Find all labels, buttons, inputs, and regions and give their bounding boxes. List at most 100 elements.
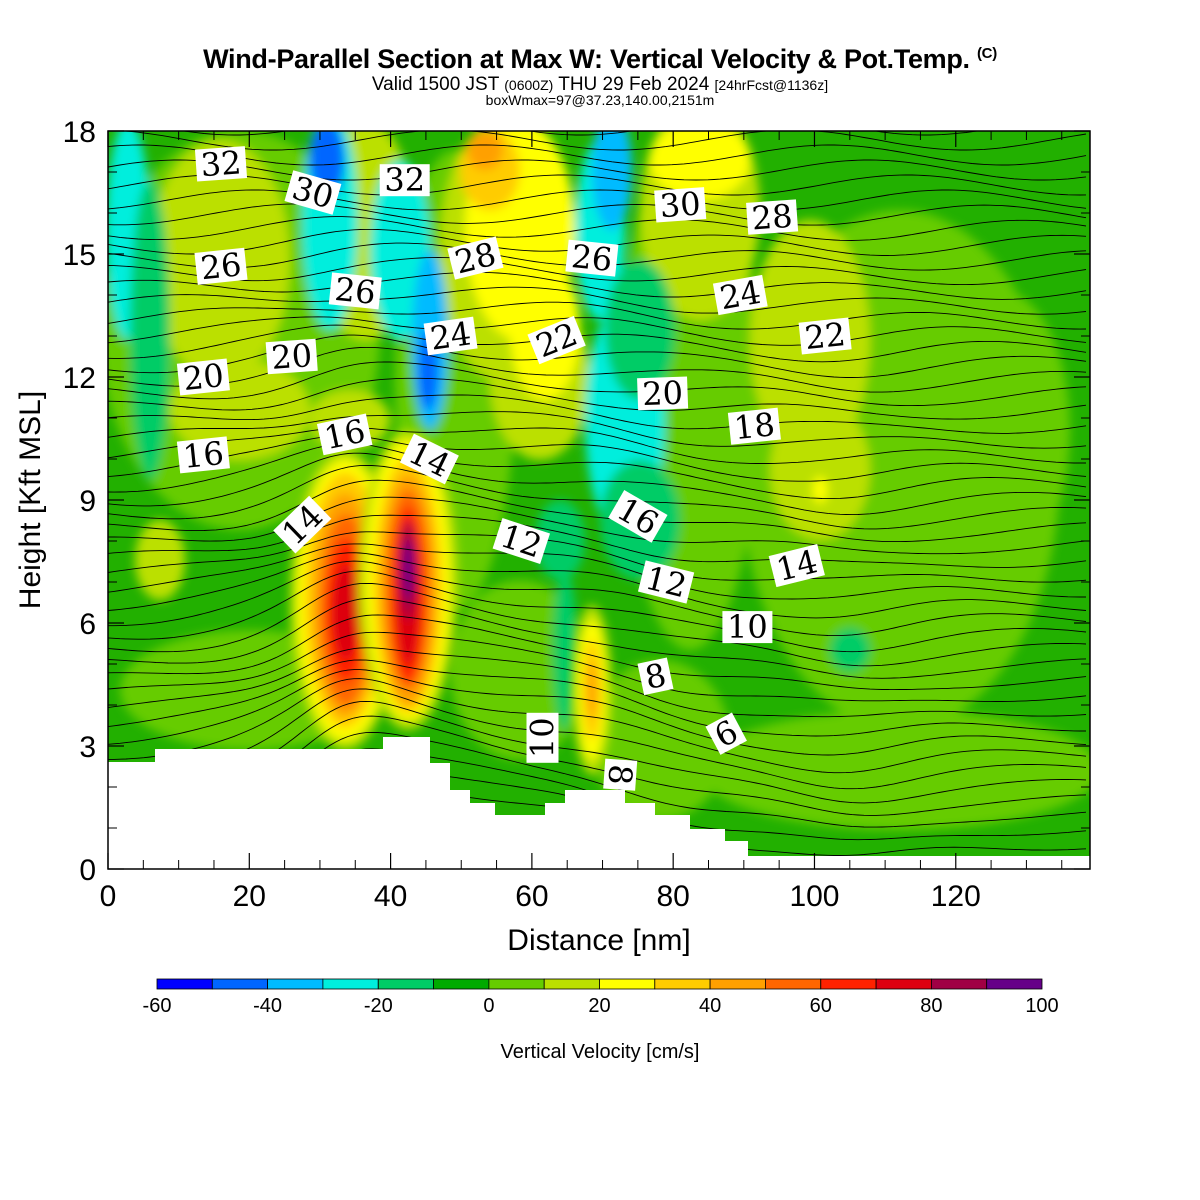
isentrope-label: 22 bbox=[798, 315, 852, 357]
y-tick-label: 0 bbox=[79, 854, 96, 887]
isentrope-label: 26 bbox=[328, 270, 382, 312]
colorbar-tick-label: -60 bbox=[143, 995, 172, 1017]
colorbar-tick-label: 40 bbox=[699, 995, 721, 1017]
isentrope-label-text: 16 bbox=[181, 434, 225, 476]
isentrope-line bbox=[108, 452, 1087, 516]
colorbar-swatch bbox=[875, 978, 932, 990]
valid-utc: (0600Z) bbox=[504, 77, 554, 93]
y-tick-label: 15 bbox=[63, 239, 96, 272]
colorbar-swatch bbox=[156, 978, 213, 990]
isentrope-line bbox=[108, 316, 1087, 346]
valid-prefix: Valid 1500 JST bbox=[371, 74, 499, 95]
valid-date: THU 29 Feb 2024 bbox=[558, 74, 710, 95]
isentrope-label-text: 20 bbox=[642, 374, 684, 413]
colorbar-swatch bbox=[433, 978, 490, 990]
isentrope-label: 20 bbox=[265, 336, 318, 377]
forecast-info: [24hrFcst@1136z] bbox=[714, 77, 829, 93]
isentrope-line bbox=[108, 427, 1086, 464]
colorbar-swatch bbox=[986, 978, 1043, 990]
isentrope-line bbox=[108, 479, 1087, 543]
y-tick-label: 9 bbox=[79, 485, 96, 518]
y-tick-label: 18 bbox=[63, 116, 96, 149]
isentrope-line bbox=[108, 203, 1087, 226]
isentrope-label-text: 24 bbox=[717, 273, 764, 317]
colorbar-tick-label: 0 bbox=[483, 995, 494, 1017]
isentrope-line bbox=[108, 159, 1087, 181]
copyright-mark: (C) bbox=[976, 45, 997, 62]
isentrope-line bbox=[108, 286, 1087, 315]
colorbar-tick-label: 80 bbox=[920, 995, 942, 1017]
y-tick-label: 6 bbox=[79, 608, 96, 641]
isentrope-label: 24 bbox=[712, 273, 768, 317]
isentrope-line bbox=[108, 301, 1087, 330]
isentrope-line bbox=[108, 216, 1087, 241]
isentrope-label-text: 26 bbox=[199, 245, 243, 287]
isentrope-label: 10 bbox=[722, 608, 773, 646]
isentrope-label: 10 bbox=[524, 712, 562, 763]
isentrope-line bbox=[108, 647, 1087, 718]
isentrope-label: 18 bbox=[727, 405, 781, 447]
isentrope-label-text: 24 bbox=[428, 314, 474, 357]
isentrope-label-text: 22 bbox=[803, 315, 847, 357]
isentrope-line bbox=[108, 257, 1087, 286]
isentrope-line bbox=[108, 560, 1087, 637]
colorbar-tick-label: 60 bbox=[810, 995, 832, 1017]
x-tick-label: 60 bbox=[515, 880, 548, 913]
isentrope-line bbox=[108, 582, 1087, 667]
isentrope-line bbox=[108, 443, 1087, 500]
x-axis: 0 20 40 60 80 100 120 bbox=[100, 131, 1063, 913]
colorbar-swatch bbox=[377, 978, 434, 990]
colorbar-swatch bbox=[820, 978, 877, 990]
isentrope-line bbox=[108, 659, 1086, 737]
isentrope-line bbox=[108, 174, 1087, 196]
terrain bbox=[108, 737, 1090, 869]
isentrope-label: 28 bbox=[447, 235, 504, 281]
colorbar-swatch bbox=[709, 978, 766, 990]
colorbar-tick-label: -20 bbox=[364, 995, 393, 1017]
chart-title: Wind-Parallel Section at Max W: Vertical… bbox=[0, 44, 1200, 75]
isentrope-label: 28 bbox=[746, 197, 799, 237]
isentrope-line bbox=[108, 543, 1086, 600]
colorbar-tick-label: 20 bbox=[588, 995, 610, 1017]
isentrope-label-text: 32 bbox=[384, 161, 425, 199]
x-tick-label: 20 bbox=[233, 880, 266, 913]
isentrope-label-text: 18 bbox=[732, 405, 776, 447]
isentrope-line bbox=[118, 131, 1087, 151]
x-tick-label: 80 bbox=[656, 880, 689, 913]
isentrope-line bbox=[108, 435, 1087, 482]
x-tick-label: 0 bbox=[100, 880, 117, 913]
isentrope-line bbox=[108, 411, 1087, 449]
isentrope-line bbox=[108, 688, 1087, 790]
isentrope-line bbox=[108, 361, 1087, 407]
isentrope-line bbox=[108, 377, 1087, 420]
colorbar-swatch bbox=[599, 978, 656, 990]
isentrope-line bbox=[108, 324, 1087, 363]
colorbar-tick-label: 100 bbox=[1025, 995, 1058, 1017]
colorbar-tick-label: -40 bbox=[253, 995, 282, 1017]
isentrope-label-text: 10 bbox=[727, 608, 768, 646]
x-axis-label: Distance [nm] bbox=[507, 924, 690, 957]
isentrope-line bbox=[108, 678, 1087, 774]
isentrope-label-text: 32 bbox=[199, 143, 242, 184]
y-tick-label: 12 bbox=[63, 362, 96, 395]
y-axis: 0 3 6 9 12 15 18 bbox=[63, 116, 1090, 887]
boxwmax-note: boxWmax=97@37.23,140.00,2151m bbox=[485, 92, 715, 108]
isentrope-label: 8 bbox=[637, 656, 674, 697]
colorbar-swatch bbox=[931, 978, 988, 990]
isentrope-label-text: 16 bbox=[321, 412, 369, 458]
isentrope-label: 26 bbox=[194, 245, 248, 287]
isentrope-line bbox=[108, 570, 1087, 653]
isentrope-label-text: 10 bbox=[524, 717, 562, 758]
isentrope-line bbox=[108, 614, 1087, 691]
isentrope-label: 26 bbox=[565, 237, 619, 279]
isentrope-label: 20 bbox=[176, 356, 230, 398]
isentrope-label: 32 bbox=[379, 161, 430, 199]
colorbar-swatch bbox=[488, 978, 545, 990]
isentrope-line bbox=[108, 144, 1087, 166]
isentrope-label-text: 30 bbox=[659, 184, 702, 225]
isentrope-label-text: 20 bbox=[270, 336, 313, 377]
isentrope-line bbox=[108, 394, 1087, 434]
isentrope-line bbox=[108, 669, 1087, 756]
isentrope-label: 24 bbox=[423, 314, 478, 358]
